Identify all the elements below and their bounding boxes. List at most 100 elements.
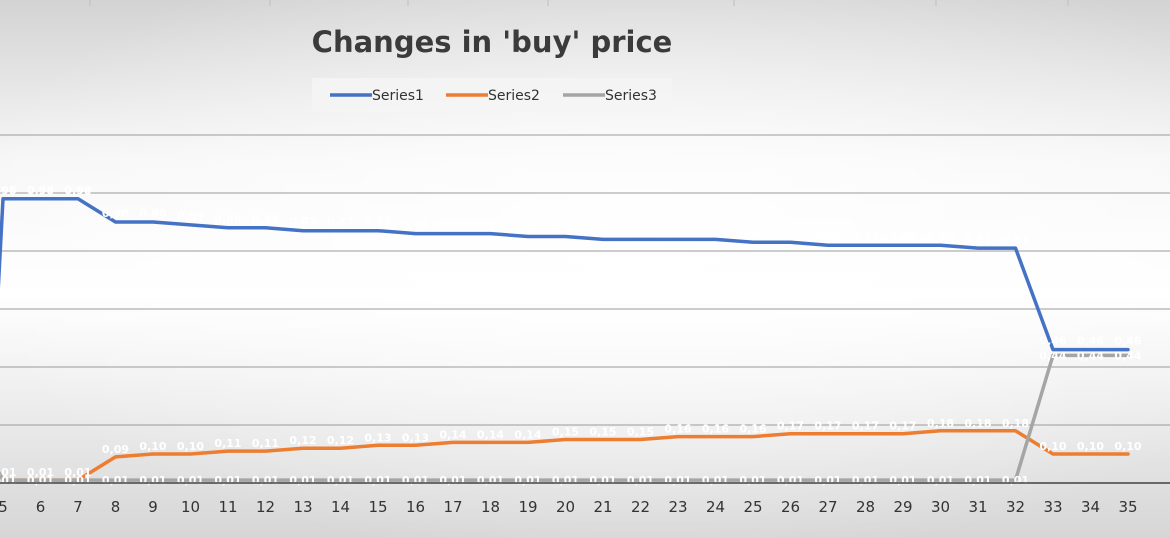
data-label-series3: 0,01	[964, 474, 991, 487]
data-label-series2: 0,18	[1002, 417, 1029, 430]
x-tick-label: 32	[1006, 498, 1025, 516]
x-tick-label: 29	[893, 498, 912, 516]
data-label-series3: 0,01	[139, 474, 166, 487]
data-label-series2: 0,17	[814, 420, 841, 433]
data-label-series1: 0,87	[364, 216, 391, 229]
top-frame-ticks	[89, 0, 1069, 6]
data-label-series3: 0,01	[514, 474, 541, 487]
data-label-series3: 0,01	[252, 474, 279, 487]
data-label-series3: 0,01	[289, 474, 316, 487]
data-label-series3: 0,01	[327, 474, 354, 487]
data-label-series2: 0,15	[589, 426, 616, 439]
data-label-series2: 0,16	[702, 423, 729, 436]
gridlines	[0, 134, 1170, 426]
data-label-series3: 0,01	[177, 474, 204, 487]
data-label-series2: 0,11	[214, 437, 241, 450]
data-label-series3: 0,01	[364, 474, 391, 487]
data-label-series2: 0,10	[1114, 440, 1141, 453]
x-tick-label: 17	[443, 498, 462, 516]
data-label-series2: 0,12	[327, 434, 354, 447]
legend-label-series2: Series2	[488, 88, 540, 104]
data-label-series3: 0,01	[0, 474, 17, 487]
data-label-series3: 0,01	[814, 474, 841, 487]
data-label-series1: 0,88	[214, 213, 241, 226]
data-label-series2: 0,10	[1077, 440, 1104, 453]
data-label-series3: 0,01	[439, 474, 466, 487]
data-label-series3: 0,01	[627, 474, 654, 487]
data-label-series3: 0,01	[889, 474, 916, 487]
x-tick-label: 14	[331, 498, 350, 516]
data-label-series1: 0,81	[1002, 233, 1029, 246]
data-label-series2: 0,10	[1039, 440, 1066, 453]
data-label-series1: 0,84	[627, 224, 654, 237]
data-label-series1: 0,85	[514, 222, 541, 235]
data-label-series2: 0,11	[252, 437, 279, 450]
data-label-series3: 0,01	[27, 474, 54, 487]
legend-label-series3: Series3	[605, 88, 657, 104]
data-label-series1: 0,83	[777, 227, 804, 240]
data-label-series3: 0,01	[1002, 474, 1029, 487]
data-label-series1: 0,90	[139, 207, 166, 220]
data-label-series2: 0,14	[439, 428, 466, 441]
x-tick-label: 19	[518, 498, 537, 516]
data-label-series2: 0,09	[102, 443, 129, 456]
x-tick-label: 10	[181, 498, 200, 516]
data-label-series3: 0,44	[1114, 349, 1141, 362]
data-label-series2: 0,14	[514, 428, 541, 441]
data-label-series1: 0,82	[852, 230, 879, 243]
x-tick-label: 5	[0, 498, 8, 516]
data-label-series2: 0,16	[739, 423, 766, 436]
data-label-series2: 0,15	[627, 426, 654, 439]
data-label-series3: 0,44	[1039, 349, 1066, 362]
series-line-series3	[0, 353, 1130, 482]
x-tick-label: 24	[706, 498, 725, 516]
data-label-series2: 0,12	[289, 434, 316, 447]
data-label-series1: 0,46	[1077, 335, 1104, 348]
x-tick-label: 25	[743, 498, 762, 516]
data-label-series1: 0,84	[589, 224, 616, 237]
data-label-series1: 0,98	[0, 184, 17, 197]
x-tick-label: 28	[856, 498, 875, 516]
data-label-series2: 0,13	[364, 431, 391, 444]
data-label-series1: 0,90	[102, 207, 129, 220]
data-label-series2: 0,17	[777, 420, 804, 433]
data-label-series3: 0,01	[927, 474, 954, 487]
series-layer	[0, 197, 1130, 482]
data-label-series1: 0,87	[289, 216, 316, 229]
data-label-series2: 0,01	[64, 466, 91, 479]
data-label-series2: 0,17	[889, 420, 916, 433]
x-tick-label: 18	[481, 498, 500, 516]
data-label-series2: 0,17	[852, 420, 879, 433]
data-label-series1: 0,84	[664, 224, 691, 237]
x-tick-label: 8	[111, 498, 121, 516]
data-label-series1: 0,98	[27, 184, 54, 197]
data-label-series3: 0,01	[702, 474, 729, 487]
data-label-series2: 0,18	[964, 417, 991, 430]
data-label-series2: 0,16	[664, 423, 691, 436]
data-label-series3: 0,01	[852, 474, 879, 487]
data-label-series1: 0,84	[702, 224, 729, 237]
x-tick-label: 13	[293, 498, 312, 516]
data-label-series1: 0,82	[889, 230, 916, 243]
x-axis: 5 6 7 8 9 10 11 12 13 14 15 16 17 18 19 20 21 22 23 24 25 26 2…	[0, 482, 1170, 516]
x-tick-label: 26	[781, 498, 800, 516]
data-label-series1: 0,46	[1039, 335, 1066, 348]
x-tick-label: 20	[556, 498, 575, 516]
data-label-series3: 0,01	[402, 474, 429, 487]
data-label-series2: 0,14	[477, 428, 504, 441]
x-tick-label: 6	[36, 498, 46, 516]
data-label-series3: 0,01	[777, 474, 804, 487]
data-label-series3: 0,01	[64, 474, 91, 487]
x-tick-label: 27	[818, 498, 837, 516]
data-label-series3: 0,01	[664, 474, 691, 487]
data-label-series3: 0,01	[214, 474, 241, 487]
data-labels-layer: 0,98 0,98 0,98 0,90 0,90 0,89 0,88 0,88 0,87 0,87…	[0, 184, 1142, 487]
x-tick-label: 31	[968, 498, 987, 516]
data-label-series1: 0,86	[402, 219, 429, 232]
x-tick-label: 34	[1081, 498, 1100, 516]
data-label-series3: 0,01	[589, 474, 616, 487]
data-label-series1: 0,82	[927, 230, 954, 243]
series-line-series2	[1, 429, 1130, 482]
